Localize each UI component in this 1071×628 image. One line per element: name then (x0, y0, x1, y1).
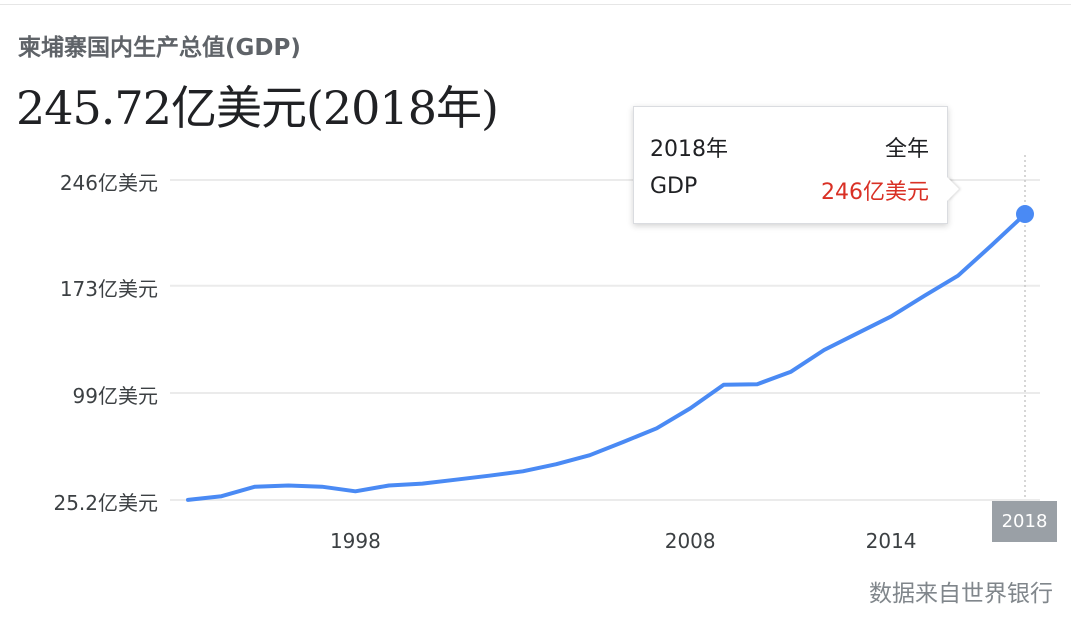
tooltip-year: 2018年 (650, 137, 728, 162)
data-point[interactable] (922, 293, 928, 299)
data-point[interactable] (486, 473, 492, 479)
data-point[interactable] (620, 439, 626, 445)
data-point[interactable] (855, 330, 861, 336)
data-point[interactable] (319, 484, 325, 490)
data-tooltip: 2018年 全年 GDP 246亿美元 (633, 106, 959, 224)
data-point[interactable] (788, 369, 794, 375)
headline-value: 245.72亿美元(2018年) (16, 81, 499, 135)
data-point[interactable] (285, 483, 291, 489)
data-point[interactable] (352, 488, 358, 494)
tooltip-value: 246亿美元 (821, 180, 929, 205)
x-tick-label: 2014 (865, 529, 917, 553)
gdp-series-line[interactable] (186, 212, 1027, 502)
data-point[interactable] (386, 483, 392, 489)
y-tick-label: 246亿美元 (59, 171, 158, 195)
data-point[interactable] (218, 493, 224, 499)
data-source-credit[interactable]: 数据来自世界银行 (869, 581, 1053, 607)
data-point[interactable] (587, 452, 593, 458)
data-point[interactable] (989, 242, 995, 248)
tooltip-metric: GDP (650, 174, 698, 199)
chart-subtitle: 柬埔寨国内生产总值(GDP) (18, 35, 301, 61)
y-tick-label: 25.2亿美元 (53, 491, 158, 515)
data-point[interactable] (553, 461, 559, 467)
data-point[interactable] (888, 313, 894, 319)
data-point[interactable] (821, 347, 827, 353)
data-point[interactable] (687, 405, 693, 411)
x-tick-label: 1998 (329, 529, 381, 553)
y-tick-label: 173亿美元 (59, 276, 158, 301)
data-point[interactable] (419, 481, 425, 487)
data-point[interactable] (654, 425, 660, 431)
data-point[interactable] (520, 468, 526, 474)
tooltip-pointer (947, 177, 959, 201)
x-axis-highlight-badge: 2018 (992, 501, 1057, 542)
data-point[interactable] (721, 382, 727, 388)
x-tick-label: 2008 (664, 529, 716, 553)
data-point[interactable] (185, 497, 191, 503)
data-point[interactable] (252, 484, 258, 490)
top-divider (0, 4, 1071, 5)
data-point[interactable] (754, 381, 760, 387)
data-point[interactable] (955, 273, 961, 279)
tooltip-period: 全年 (884, 137, 929, 162)
y-tick-label: 99亿美元 (72, 384, 158, 409)
highlighted-data-point[interactable] (1016, 205, 1034, 224)
data-point[interactable] (453, 477, 459, 483)
